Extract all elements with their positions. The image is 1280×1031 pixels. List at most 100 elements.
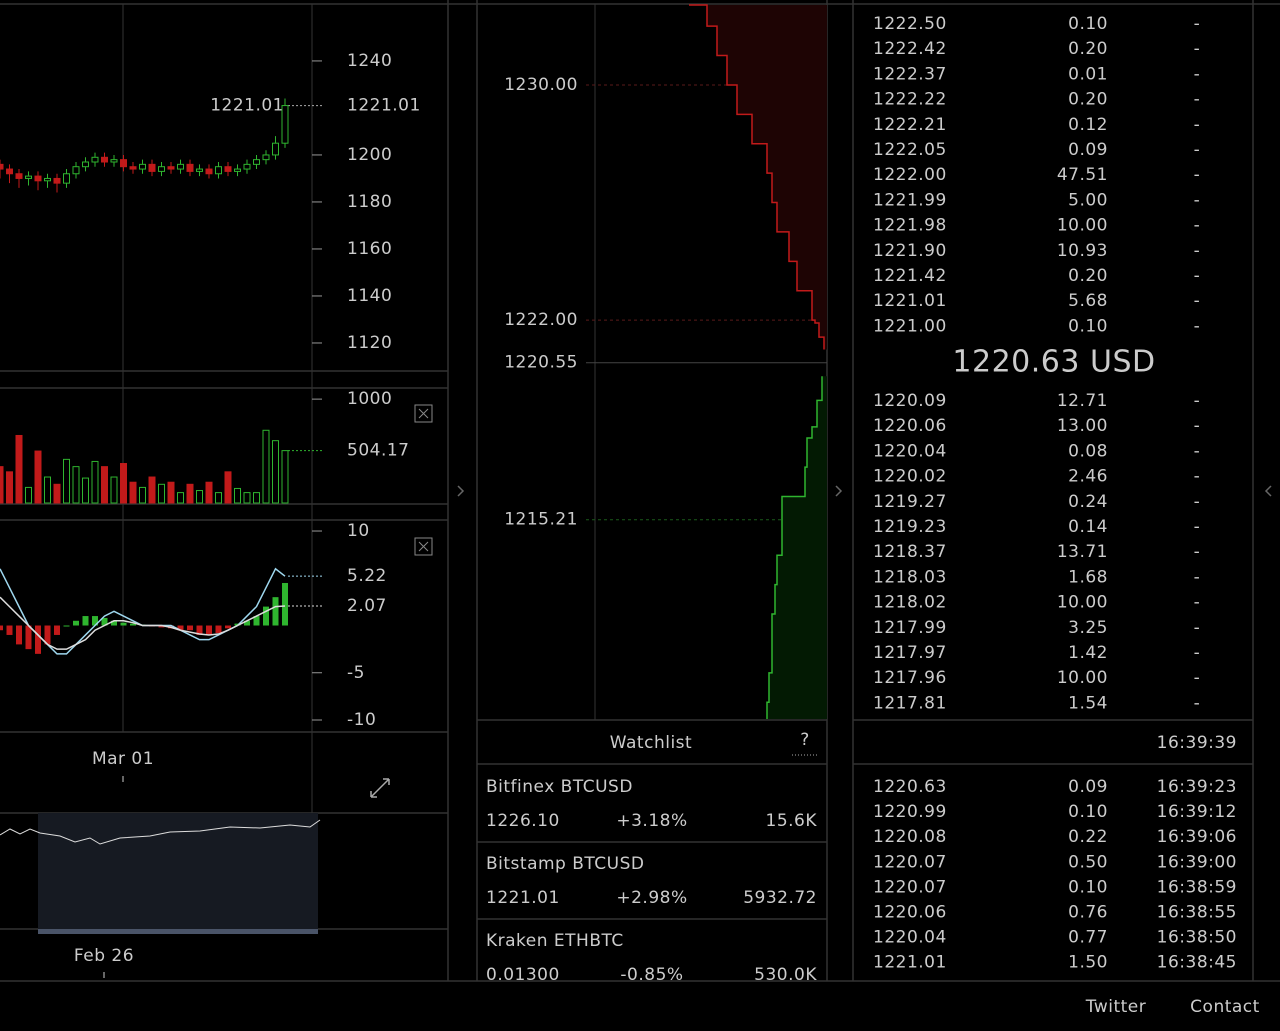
bid-total: - — [1194, 441, 1201, 461]
ask-price: 1222.22 — [873, 90, 947, 110]
histogram-bar — [263, 606, 269, 626]
depth-line — [766, 376, 823, 719]
volume-bar — [120, 463, 127, 504]
y-tick-label: 1120 — [347, 333, 392, 353]
trade-amount: 0.10 — [1068, 802, 1108, 822]
candle-body — [186, 163, 194, 172]
bid-price: 1217.99 — [873, 618, 947, 638]
ask-total: - — [1194, 241, 1201, 261]
candle-body — [205, 168, 213, 175]
bid-amount: 13.00 — [1057, 416, 1108, 436]
histogram-bar — [130, 623, 136, 626]
bid-amount: 1.42 — [1068, 643, 1108, 663]
last-volume-label: 504.17 — [347, 441, 409, 461]
mid-price: 1220.63 USD — [952, 345, 1155, 380]
candle-body — [82, 161, 89, 168]
candle-body — [148, 163, 156, 172]
volume-bar — [82, 477, 89, 504]
volume-bar — [167, 481, 175, 504]
histogram-bar — [82, 616, 89, 626]
histogram-bar — [6, 625, 13, 635]
candle-body — [101, 156, 108, 163]
candle-body — [224, 166, 232, 172]
bid-amount: 10.00 — [1057, 593, 1108, 613]
histogram-bar — [206, 625, 212, 635]
volume-bar — [243, 492, 251, 504]
candle-body — [34, 175, 42, 182]
ask-amount: 5.68 — [1068, 291, 1108, 311]
ask-amount: 0.01 — [1068, 64, 1108, 84]
bid-price: 1220.09 — [873, 391, 947, 411]
footer-link[interactable]: Contact — [1190, 997, 1260, 1017]
ask-price: 1222.50 — [873, 14, 947, 34]
histogram-bar — [196, 625, 203, 635]
y-tick-label: 1180 — [347, 192, 392, 212]
item-change: -0.85% — [620, 965, 683, 985]
item-name[interactable]: Bitstamp BTCUSD — [486, 854, 645, 874]
volume-bar — [53, 483, 61, 504]
help-button[interactable]: ? — [800, 730, 810, 750]
ask-total: - — [1194, 39, 1201, 59]
ask-total: - — [1194, 316, 1201, 336]
histogram-bar — [92, 616, 98, 626]
bid-amount: 0.24 — [1068, 492, 1108, 512]
volume-bar — [196, 490, 203, 504]
y-tick-label: 1200 — [347, 145, 392, 165]
ask-total: - — [1194, 165, 1201, 185]
trade-amount: 1.50 — [1068, 953, 1108, 973]
candle-body — [234, 168, 241, 172]
candle-body — [243, 163, 251, 170]
trade-amount: 0.50 — [1068, 852, 1108, 872]
volume-bar — [224, 471, 232, 504]
bid-amount: 12.71 — [1057, 391, 1108, 411]
bid-price: 1219.23 — [873, 517, 947, 537]
y-tick-label: -5 — [347, 663, 365, 683]
bid-amount: 1.68 — [1068, 567, 1108, 587]
bid-price: 1219.27 — [873, 492, 947, 512]
ask-total: - — [1194, 266, 1201, 286]
item-name[interactable]: Kraken ETHBTC — [486, 931, 624, 951]
item-price: 1226.10 — [486, 811, 560, 831]
ask-price: 1221.98 — [873, 216, 947, 236]
watchlist-title: Watchlist — [610, 733, 692, 753]
trade-price: 1220.06 — [873, 903, 947, 923]
ask-amount: 47.51 — [1057, 165, 1108, 185]
histogram-bar — [272, 597, 279, 626]
histogram-bar — [253, 616, 260, 626]
volume-bar — [25, 486, 32, 504]
candle-body — [167, 166, 175, 170]
histogram-bar — [16, 625, 22, 645]
ask-total: - — [1194, 115, 1201, 135]
histogram-bar — [101, 617, 108, 626]
item-volume: 5932.72 — [743, 888, 817, 908]
trade-time: 16:39:00 — [1157, 852, 1237, 872]
candle-body — [272, 142, 279, 156]
trade-price: 1220.07 — [873, 877, 947, 897]
candle-body — [177, 163, 184, 170]
y-tick-label: 1140 — [347, 286, 392, 306]
item-name[interactable]: Bitfinex BTCUSD — [486, 777, 633, 797]
candle-body — [0, 163, 4, 170]
bid-price: 1217.96 — [873, 668, 947, 688]
bid-price: 1217.81 — [873, 693, 947, 713]
bid-price: 1217.97 — [873, 643, 947, 663]
item-price: 0.01300 — [486, 965, 560, 985]
candle-body — [110, 159, 118, 163]
ask-price: 1222.37 — [873, 64, 947, 84]
watchlist-items: Bitfinex BTCUSD 1226.10 +3.18% 15.6K Bitstam… — [486, 777, 817, 985]
bid-price: 1218.02 — [873, 593, 947, 613]
footer-link[interactable]: Twitter — [1085, 997, 1146, 1017]
candle-body — [281, 105, 289, 144]
trade-price: 1221.01 — [873, 953, 947, 973]
volume-bar — [177, 492, 184, 504]
volume-bar — [262, 429, 270, 504]
ask-amount: 0.12 — [1068, 115, 1108, 135]
navigator-line — [0, 819, 321, 845]
bid-total: - — [1194, 467, 1201, 487]
volume-bar — [0, 466, 4, 504]
x-tick-label: Mar 01 — [92, 749, 154, 769]
ask-total: - — [1194, 140, 1201, 160]
candle-body — [6, 168, 13, 175]
histogram-bar — [111, 620, 117, 626]
